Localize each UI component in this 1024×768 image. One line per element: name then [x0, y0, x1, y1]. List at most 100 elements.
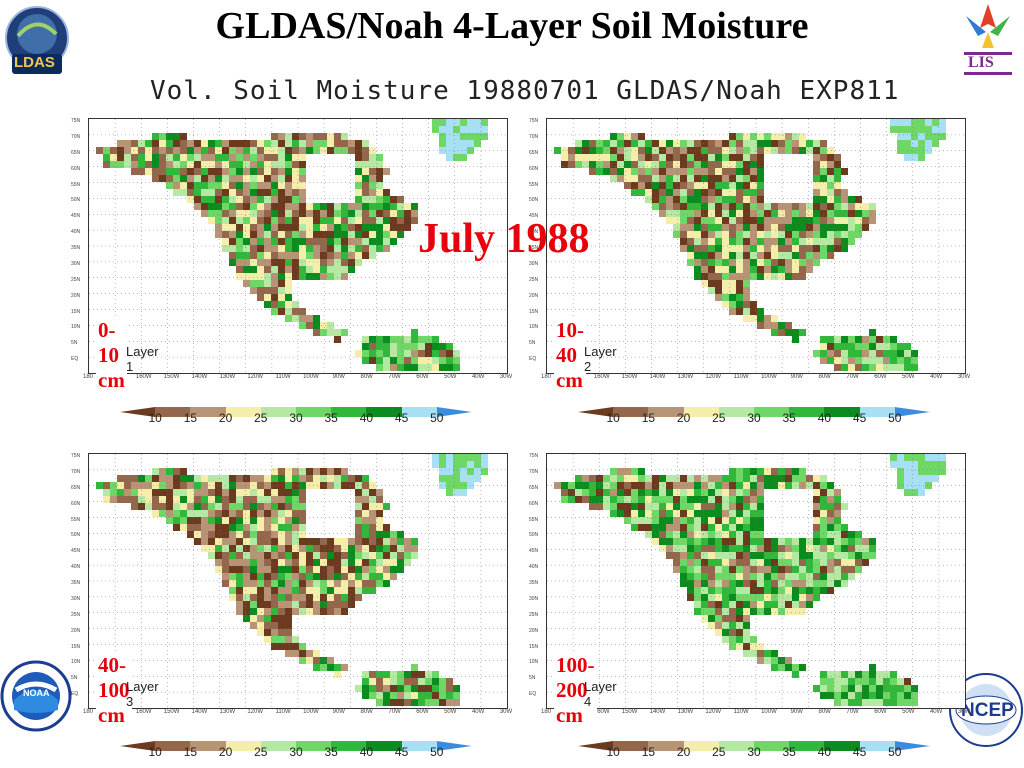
map-cell [869, 678, 876, 685]
map-cell [792, 601, 799, 608]
map-cell [299, 245, 306, 252]
map-cell [778, 468, 785, 475]
map-cell [334, 329, 341, 336]
map-cell [187, 496, 194, 503]
map-cell [638, 168, 645, 175]
map-cell [820, 517, 827, 524]
map-cell [299, 315, 306, 322]
map-cell [687, 175, 694, 182]
map-cell [729, 273, 736, 280]
map-cell [820, 538, 827, 545]
map-cell [355, 259, 362, 266]
map-cell [362, 182, 369, 189]
map-cell [411, 692, 418, 699]
map-cell [666, 203, 673, 210]
map-cell [264, 203, 271, 210]
map-cell [299, 154, 306, 161]
map-cell [257, 594, 264, 601]
map-cell [432, 692, 439, 699]
map-cell [883, 692, 890, 699]
map-cell [390, 699, 397, 706]
map-cell [862, 357, 869, 364]
y-tick-label: 70N [529, 468, 539, 475]
map-cell [313, 580, 320, 587]
map-cell [834, 538, 841, 545]
map-cell [722, 259, 729, 266]
map-cell [785, 231, 792, 238]
map-cell [729, 259, 736, 266]
y-tick-label: 35N [71, 580, 81, 586]
map-cell [474, 461, 481, 468]
map-cell [131, 482, 138, 489]
map-cell [750, 203, 757, 210]
map-cell [348, 566, 355, 573]
map-cell [369, 238, 376, 245]
map-cell [813, 517, 820, 524]
map-cell [799, 259, 806, 266]
map-cell [869, 545, 876, 552]
map-cell [243, 503, 250, 510]
map-cell [313, 608, 320, 615]
map-cell [757, 168, 764, 175]
map-cell [369, 357, 376, 364]
map-cell [390, 566, 397, 573]
map-cell [589, 475, 596, 482]
map-cell [911, 475, 918, 482]
map-cell [764, 601, 771, 608]
map-cell [222, 552, 229, 559]
map-cell [306, 601, 313, 608]
map-cell [904, 133, 911, 140]
map-cell [229, 594, 236, 601]
map-cell [687, 203, 694, 210]
map-cell [799, 475, 806, 482]
map-cell [243, 552, 250, 559]
map-cell [743, 245, 750, 252]
x-tick-label: 50W [444, 374, 457, 380]
map-cell [855, 210, 862, 217]
map-cell [834, 573, 841, 580]
map-cell [278, 489, 285, 496]
map-cell [792, 224, 799, 231]
map-cell [397, 217, 404, 224]
y-tick-label: 55N [71, 181, 81, 188]
map-cell [624, 475, 631, 482]
map-cell [624, 510, 631, 517]
map-cell [362, 524, 369, 531]
map-cell [701, 224, 708, 231]
map-cell [708, 182, 715, 189]
map-cell [743, 482, 750, 489]
map-cell [222, 224, 229, 231]
map-cell [299, 559, 306, 566]
map-cell [603, 161, 610, 168]
depth-label: 0-10 cm [96, 318, 127, 393]
map-cell [306, 133, 313, 140]
map-cell [362, 573, 369, 580]
map-cell [236, 147, 243, 154]
map-cell [785, 217, 792, 224]
map-cell [743, 224, 750, 231]
x-tick-label: 40W [929, 709, 943, 715]
map-cell [750, 140, 757, 147]
map-cell [582, 147, 589, 154]
map-cell [750, 133, 757, 140]
map-cell [383, 203, 390, 210]
map-cell [813, 210, 820, 217]
map-cell [554, 482, 561, 489]
map-cell [278, 538, 285, 545]
map-cell [278, 168, 285, 175]
colorbar-swatch [718, 407, 754, 417]
map-cell [729, 594, 736, 601]
map-cell [813, 196, 820, 203]
map-cell [446, 489, 453, 496]
map-cell [813, 189, 820, 196]
map-cell [418, 357, 425, 364]
map-cell [362, 531, 369, 538]
map-cell [278, 475, 285, 482]
map-cell [278, 545, 285, 552]
colorbar-label: 30 [289, 745, 303, 759]
map-cell [306, 203, 313, 210]
map-cell [799, 210, 806, 217]
map-cell [327, 147, 334, 154]
map-cell [743, 636, 750, 643]
map-cell [799, 580, 806, 587]
